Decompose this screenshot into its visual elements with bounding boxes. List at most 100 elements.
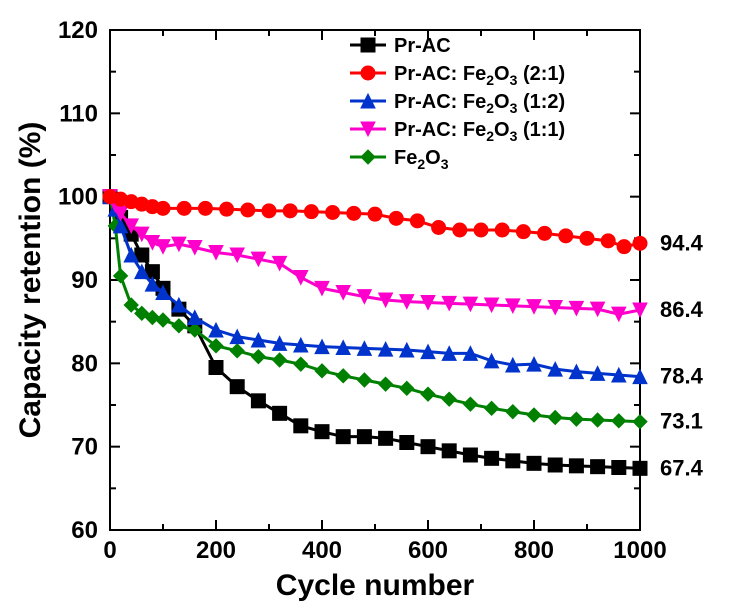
marker-diamond bbox=[379, 377, 393, 391]
series-line bbox=[110, 197, 640, 377]
x-tick-label: 200 bbox=[196, 537, 236, 564]
marker-square bbox=[442, 444, 456, 458]
marker-circle bbox=[326, 206, 340, 220]
legend-label: Pr-AC bbox=[394, 35, 451, 57]
marker-square bbox=[336, 430, 350, 444]
marker-circle bbox=[538, 226, 552, 240]
x-tick-label: 400 bbox=[302, 537, 342, 564]
marker-circle bbox=[262, 204, 276, 218]
marker-square bbox=[379, 431, 393, 445]
marker-circle bbox=[495, 223, 509, 237]
legend-item: Pr-AC: Fe2O3 (1:2) bbox=[350, 91, 565, 116]
legend-item: Fe2O3 bbox=[350, 147, 449, 172]
legend-item: Pr-AC bbox=[350, 35, 451, 57]
legend-label: Pr-AC: Fe2O3 (1:2) bbox=[394, 91, 565, 116]
marker-circle bbox=[220, 202, 234, 216]
marker-circle bbox=[410, 214, 424, 228]
x-tick-label: 800 bbox=[514, 537, 554, 564]
marker-circle bbox=[601, 234, 615, 248]
marker-diamond bbox=[361, 150, 375, 164]
marker-circle bbox=[617, 240, 631, 254]
marker-diamond bbox=[251, 350, 265, 364]
marker-circle bbox=[633, 236, 647, 250]
marker-diamond bbox=[527, 408, 541, 422]
legend-item: Pr-AC: Fe2O3 (2:1) bbox=[350, 63, 565, 88]
marker-circle bbox=[389, 211, 403, 225]
marker-square bbox=[463, 448, 477, 462]
x-axis-label: Cycle number bbox=[276, 569, 475, 602]
marker-diamond bbox=[421, 387, 435, 401]
marker-diamond bbox=[463, 397, 477, 411]
final-value-label: 67.4 bbox=[660, 455, 704, 480]
marker-circle bbox=[177, 201, 191, 215]
marker-diamond bbox=[485, 401, 499, 415]
final-value-label: 78.4 bbox=[660, 364, 704, 389]
marker-diamond bbox=[230, 344, 244, 358]
final-value-label: 73.1 bbox=[660, 409, 703, 434]
marker-square bbox=[591, 460, 605, 474]
marker-diamond bbox=[548, 411, 562, 425]
y-tick-label: 100 bbox=[58, 184, 98, 211]
y-tick-label: 90 bbox=[71, 267, 98, 294]
y-tick-label: 60 bbox=[71, 517, 98, 544]
marker-circle bbox=[198, 201, 212, 215]
marker-square bbox=[230, 380, 244, 394]
marker-square bbox=[612, 461, 626, 475]
marker-diamond bbox=[591, 413, 605, 427]
marker-circle bbox=[559, 229, 573, 243]
marker-circle bbox=[304, 205, 318, 219]
marker-diamond bbox=[273, 353, 287, 367]
marker-diamond bbox=[315, 364, 329, 378]
final-value-label: 86.4 bbox=[660, 297, 704, 322]
marker-diamond bbox=[336, 369, 350, 383]
marker-diamond bbox=[172, 319, 186, 333]
marker-square bbox=[315, 425, 329, 439]
marker-diamond bbox=[442, 392, 456, 406]
marker-circle bbox=[283, 204, 297, 218]
marker-circle bbox=[432, 221, 446, 235]
marker-circle bbox=[347, 206, 361, 220]
marker-circle bbox=[580, 231, 594, 245]
marker-square bbox=[357, 430, 371, 444]
marker-square bbox=[251, 394, 265, 408]
marker-circle bbox=[361, 66, 375, 80]
marker-diamond bbox=[294, 357, 308, 371]
marker-circle bbox=[516, 225, 530, 239]
legend-label: Pr-AC: Fe2O3 (2:1) bbox=[394, 63, 565, 88]
marker-square bbox=[569, 459, 583, 473]
marker-diamond bbox=[569, 412, 583, 426]
capacity-retention-chart: 0200400600800100060708090100110120Capaci… bbox=[0, 0, 756, 607]
x-tick-label: 1000 bbox=[613, 537, 666, 564]
marker-circle bbox=[474, 223, 488, 237]
marker-triangle-down bbox=[294, 271, 308, 285]
marker-square bbox=[527, 456, 541, 470]
marker-square bbox=[548, 458, 562, 472]
x-tick-label: 0 bbox=[103, 537, 116, 564]
marker-diamond bbox=[506, 405, 520, 419]
marker-square bbox=[294, 419, 308, 433]
marker-square bbox=[361, 38, 375, 52]
marker-diamond bbox=[633, 415, 647, 429]
marker-square bbox=[273, 406, 287, 420]
y-tick-label: 70 bbox=[71, 434, 98, 461]
legend-label: Fe2O3 bbox=[394, 147, 449, 172]
legend-item: Pr-AC: Fe2O3 (1:1) bbox=[350, 119, 565, 144]
marker-circle bbox=[453, 223, 467, 237]
marker-diamond bbox=[357, 373, 371, 387]
marker-diamond bbox=[156, 313, 170, 327]
y-tick-label: 80 bbox=[71, 350, 98, 377]
y-axis-label: Capacity retention (%) bbox=[14, 122, 47, 439]
marker-square bbox=[485, 451, 499, 465]
x-tick-label: 600 bbox=[408, 537, 448, 564]
marker-square bbox=[506, 454, 520, 468]
marker-circle bbox=[156, 201, 170, 215]
marker-square bbox=[400, 436, 414, 450]
marker-square bbox=[209, 361, 223, 375]
marker-diamond bbox=[612, 414, 626, 428]
marker-circle bbox=[368, 207, 382, 221]
final-value-label: 94.4 bbox=[660, 230, 704, 255]
legend-label: Pr-AC: Fe2O3 (1:1) bbox=[394, 119, 565, 144]
marker-square bbox=[633, 461, 647, 475]
marker-circle bbox=[241, 203, 255, 217]
y-tick-label: 110 bbox=[59, 100, 98, 127]
